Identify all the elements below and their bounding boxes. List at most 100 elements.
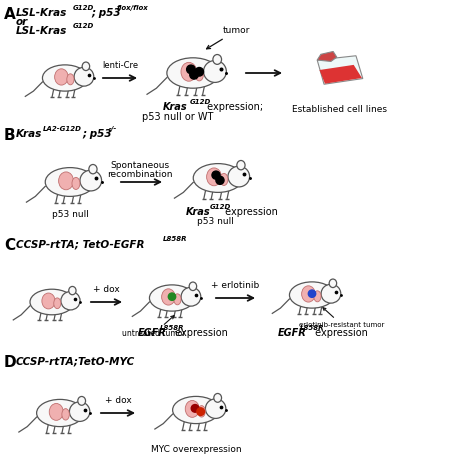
Ellipse shape [181,287,201,306]
Ellipse shape [82,62,90,71]
Text: LSL-Kras: LSL-Kras [16,8,67,18]
Text: L858R: L858R [300,325,325,331]
Text: EGFR: EGFR [278,328,307,338]
Ellipse shape [69,286,76,295]
Text: CCSP-rtTA; TetO-EGFR: CCSP-rtTA; TetO-EGFR [16,239,145,249]
Circle shape [187,65,195,73]
Ellipse shape [205,399,226,419]
Text: lenti-Cre: lenti-Cre [102,61,138,70]
Text: or: or [16,17,28,27]
Ellipse shape [61,292,80,310]
Ellipse shape [162,289,175,305]
Ellipse shape [89,164,97,174]
Text: recombination: recombination [107,170,173,179]
Text: L858R: L858R [163,236,188,242]
Text: Spontaneous: Spontaneous [110,161,170,170]
Ellipse shape [329,279,337,287]
Ellipse shape [54,298,61,309]
Text: CCSP-rtTA;TetO-MYC: CCSP-rtTA;TetO-MYC [16,356,135,366]
Text: G12D: G12D [210,204,231,210]
Text: Kras: Kras [186,207,210,217]
Text: EGFR: EGFR [138,328,167,338]
Text: G12D: G12D [73,23,94,29]
Ellipse shape [290,282,335,308]
Ellipse shape [237,160,245,170]
Text: C: C [4,238,15,253]
Ellipse shape [49,403,63,420]
Ellipse shape [195,68,203,81]
Text: p53 null or WT: p53 null or WT [142,112,214,122]
Ellipse shape [203,61,227,82]
Text: -/-: -/- [109,126,117,132]
Text: + dox: + dox [93,285,120,294]
Ellipse shape [42,293,55,309]
Text: LSL-Kras: LSL-Kras [16,26,67,36]
Text: L858R: L858R [160,325,184,331]
Ellipse shape [220,173,228,185]
Ellipse shape [214,394,221,402]
Text: G12D: G12D [73,5,94,11]
Text: + erlotinib: + erlotinib [211,281,260,290]
Circle shape [195,67,203,76]
Text: expression;: expression; [204,102,263,112]
Ellipse shape [185,401,199,417]
Circle shape [212,171,220,179]
Circle shape [197,408,204,415]
Text: Kras: Kras [163,102,188,112]
Ellipse shape [174,294,181,305]
Text: B: B [4,128,16,143]
Ellipse shape [72,177,80,189]
Circle shape [308,290,316,298]
Ellipse shape [69,402,90,421]
Ellipse shape [45,168,95,196]
Text: MYC overexpression: MYC overexpression [151,445,241,454]
Text: Kras: Kras [16,129,42,139]
Text: p53 null: p53 null [52,210,89,219]
Text: expression: expression [222,207,278,217]
Ellipse shape [74,67,94,86]
Ellipse shape [55,69,68,85]
Polygon shape [317,56,363,84]
Ellipse shape [62,409,69,420]
Polygon shape [319,65,362,84]
Text: p53 null: p53 null [197,217,233,226]
Ellipse shape [189,282,197,291]
Ellipse shape [80,170,101,191]
Ellipse shape [193,164,243,192]
Text: + dox: + dox [105,396,131,405]
Text: Established cell lines: Established cell lines [292,105,388,114]
Circle shape [216,176,224,184]
Text: LA2-G12D: LA2-G12D [43,126,82,132]
Text: ; p53: ; p53 [82,129,111,139]
Circle shape [190,71,198,79]
Text: D: D [4,355,17,370]
Ellipse shape [78,396,85,405]
Text: G12D: G12D [190,99,211,105]
Text: untreated tumor: untreated tumor [122,316,186,338]
Circle shape [168,293,176,300]
Text: flox/flox: flox/flox [117,5,149,11]
Ellipse shape [43,65,88,91]
Text: ; p53: ; p53 [91,8,120,18]
Text: erlotinib-resistant tumor: erlotinib-resistant tumor [299,308,385,328]
Ellipse shape [213,55,221,64]
Text: tumor: tumor [207,26,250,49]
Ellipse shape [228,166,250,187]
Ellipse shape [149,285,194,311]
Ellipse shape [198,406,205,417]
Circle shape [191,405,199,412]
Ellipse shape [321,284,341,303]
Text: expression: expression [312,328,368,338]
Ellipse shape [173,396,219,424]
Ellipse shape [301,286,315,302]
Text: expression: expression [172,328,228,338]
Ellipse shape [36,400,83,426]
Ellipse shape [30,289,74,315]
Text: A: A [4,7,16,22]
Ellipse shape [59,172,73,190]
Polygon shape [317,51,337,61]
Ellipse shape [314,291,321,302]
Ellipse shape [167,58,219,88]
Ellipse shape [181,62,197,81]
Ellipse shape [67,74,74,85]
